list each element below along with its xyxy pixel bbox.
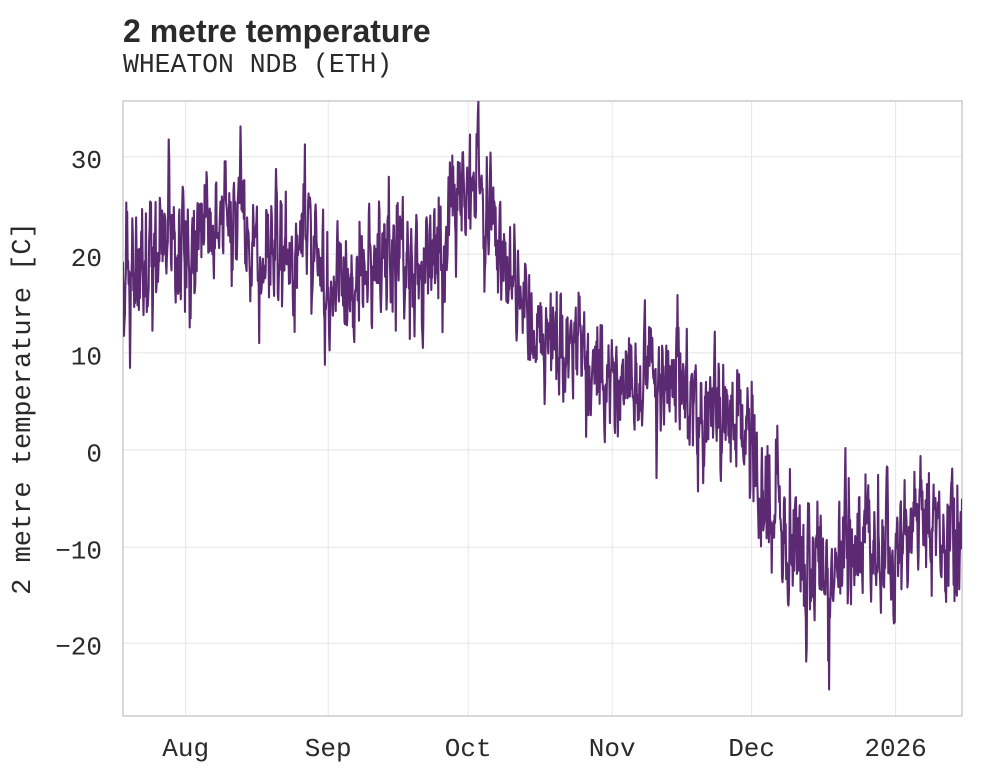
svg-text:20: 20 xyxy=(71,244,102,274)
svg-text:2 metre temperature [C]: 2 metre temperature [C] xyxy=(9,222,39,595)
svg-text:Aug: Aug xyxy=(162,734,209,764)
svg-text:Dec: Dec xyxy=(728,734,775,764)
svg-text:10: 10 xyxy=(71,342,102,372)
svg-text:Oct: Oct xyxy=(445,734,492,764)
svg-text:Sep: Sep xyxy=(305,734,352,764)
svg-text:Nov: Nov xyxy=(589,734,636,764)
svg-text:0: 0 xyxy=(86,439,102,469)
svg-text:2026: 2026 xyxy=(864,734,926,764)
svg-text:−20: −20 xyxy=(55,633,102,663)
svg-text:30: 30 xyxy=(71,146,102,176)
svg-text:−10: −10 xyxy=(55,537,102,567)
